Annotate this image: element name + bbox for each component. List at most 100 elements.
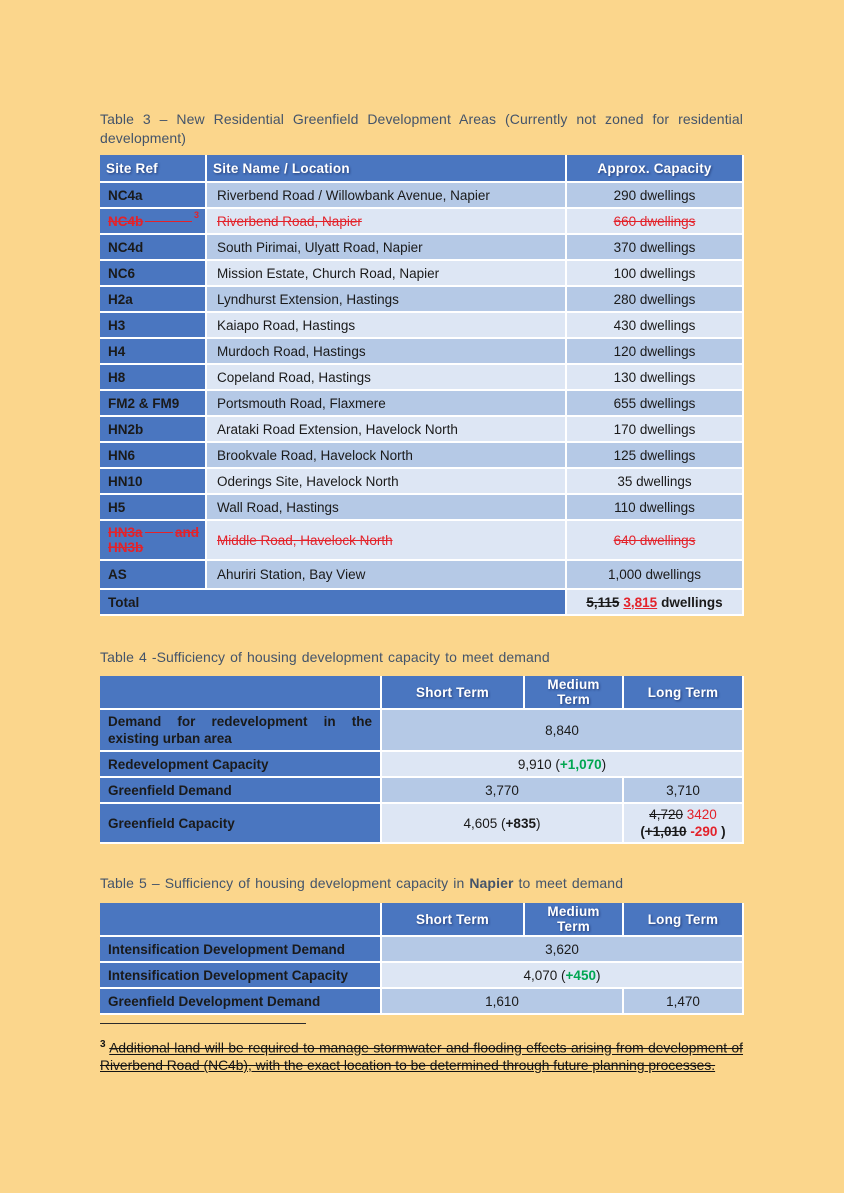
table4-header-long-term: Long Term <box>624 676 742 708</box>
capacity-cell: 370 dwellings <box>567 235 742 259</box>
row-label: Intensification Development Demand <box>100 937 380 961</box>
deleted-site-ref-line1: HN3a and <box>108 525 199 540</box>
deleted-delta: +1,010 <box>644 824 687 839</box>
site-name-cell: Riverbend Road / Willowbank Avenue, Napi… <box>207 183 565 207</box>
table3-row-nc4b-deleted: NC4b 3 Riverbend Road, Napier 660 dwelli… <box>100 209 742 233</box>
table4-header-short-term: Short Term <box>382 676 523 708</box>
table3-header-capacity: Approx. Capacity <box>567 155 742 181</box>
site-name-cell: Portsmouth Road, Flaxmere <box>207 391 565 415</box>
capacity-cell: 125 dwellings <box>567 443 742 467</box>
deleted-site-ref: NC4b <box>108 213 144 229</box>
table5-row-greenfield-demand: Greenfield Development Demand 1,610 1,47… <box>100 989 742 1013</box>
table3-header-site-name: Site Name / Location <box>207 155 565 181</box>
table4-header-row: Short Term Medium Term Long Term <box>100 676 742 708</box>
table5-header-row: Short Term Medium Term Long Term <box>100 903 742 935</box>
site-name-cell: Mission Estate, Church Road, Napier <box>207 261 565 285</box>
table3-row-hn3a-hn3b-deleted: HN3a and HN3b Middle Road, Havelock Nort… <box>100 521 742 559</box>
row-label: Intensification Development Capacity <box>100 963 380 987</box>
table3-row-nc4a: NC4a Riverbend Road / Willowbank Avenue,… <box>100 183 742 207</box>
site-ref-cell: FM2 & FM9 <box>100 391 205 415</box>
table4-header-empty <box>100 676 380 708</box>
footnote-separator <box>100 1023 306 1024</box>
row-label: Redevelopment Capacity <box>100 752 380 776</box>
site-ref-cell: NC6 <box>100 261 205 285</box>
footnote-marker: 3 <box>100 1039 106 1050</box>
value-text: ) <box>535 815 541 831</box>
table5-header-medium-term: Medium Term <box>525 903 622 935</box>
table3-header-site-ref: Site Ref <box>100 155 205 181</box>
surplus-value: +1,070 <box>559 756 602 772</box>
table3-row-h4: H4 Murdoch Road, Hastings 120 dwellings <box>100 339 742 363</box>
table5-title: Table 5 – Sufficiency of housing develop… <box>100 874 743 893</box>
site-name-cell: South Pirimai, Ulyatt Road, Napier <box>207 235 565 259</box>
site-name-cell: Arataki Road Extension, Havelock North <box>207 417 565 441</box>
table3-row-h2a: H2a Lyndhurst Extension, Hastings 280 dw… <box>100 287 742 311</box>
deleted-footnote-text: Additional land will be required to mana… <box>100 1040 744 1074</box>
table3-row-hn2b: HN2b Arataki Road Extension, Havelock No… <box>100 417 742 441</box>
table4-header-medium-term: Medium Term <box>525 676 622 708</box>
footnote-reference: 3 <box>193 210 199 220</box>
table3-row-nc6: NC6 Mission Estate, Church Road, Napier … <box>100 261 742 285</box>
site-name-cell: Riverbend Road, Napier <box>207 209 565 233</box>
value-short-medium: 3,770 <box>382 778 622 802</box>
site-name-cell: Lyndhurst Extension, Hastings <box>207 287 565 311</box>
footnote: 3 Additional land will be required to ma… <box>100 1036 743 1075</box>
site-ref-cell: H8 <box>100 365 205 389</box>
capacity-cell: 170 dwellings <box>567 417 742 441</box>
table3-row-nc4d: NC4d South Pirimai, Ulyatt Road, Napier … <box>100 235 742 259</box>
deleted-total-value: 5,115 <box>586 594 620 610</box>
site-name-cell: Copeland Road, Hastings <box>207 365 565 389</box>
table3-row-h8: H8 Copeland Road, Hastings 130 dwellings <box>100 365 742 389</box>
site-ref-cell: HN6 <box>100 443 205 467</box>
row-label: Greenfield Development Demand <box>100 989 380 1013</box>
table3-title: Table 3 – New Residential Greenfield Dev… <box>100 111 743 146</box>
deleted-text: HN3a <box>108 525 143 540</box>
deleted-value: 4,720 <box>649 807 683 822</box>
table4: Short Term Medium Term Long Term Demand … <box>100 676 744 844</box>
table3-row-h5: H5 Wall Road, Hastings 110 dwellings <box>100 495 742 519</box>
table5: Short Term Medium Term Long Term Intensi… <box>100 903 744 1015</box>
value-long-term: 3,710 <box>624 778 742 802</box>
strikethrough-gap <box>145 220 192 222</box>
inserted-delta: -290 <box>690 824 718 839</box>
capacity-cell: 130 dwellings <box>567 365 742 389</box>
inserted-value: 3420 <box>686 807 717 822</box>
deleted-text: and <box>174 525 199 540</box>
table4-row-greenfield-capacity: Greenfield Capacity 4,605 (+835) 4,720 3… <box>100 804 742 842</box>
row-label: Greenfield Capacity <box>100 804 380 842</box>
table5-row-intensification-capacity: Intensification Development Capacity 4,0… <box>100 963 742 987</box>
capacity-cell: 660 dwellings <box>567 209 742 233</box>
capacity-cell: 280 dwellings <box>567 287 742 311</box>
deleted-site-ref-line2: HN3b <box>108 540 144 555</box>
surplus-value: +450 <box>565 967 596 983</box>
title-text: Table 5 – Sufficiency of housing develop… <box>100 875 470 891</box>
table3: Site Ref Site Name / Location Approx. Ca… <box>100 155 744 616</box>
site-ref-cell: NC4d <box>100 235 205 259</box>
site-ref-cell: HN2b <box>100 417 205 441</box>
paren: ( <box>640 824 645 839</box>
table3-row-hn10: HN10 Oderings Site, Havelock North 35 dw… <box>100 469 742 493</box>
total-units: dwellings <box>661 594 723 610</box>
table3-total-row: Total 5,115 3,815 dwellings <box>100 590 742 614</box>
value-all-terms: 9,910 (+1,070) <box>382 752 742 776</box>
value-text: 4,605 ( <box>463 815 506 831</box>
table3-row-h3: H3 Kaiapo Road, Hastings 430 dwellings <box>100 313 742 337</box>
value-short-medium: 1,610 <box>382 989 622 1013</box>
table5-header-long-term: Long Term <box>624 903 742 935</box>
capacity-cell: 430 dwellings <box>567 313 742 337</box>
site-ref-cell: NC4b 3 <box>100 209 205 233</box>
table5-header-short-term: Short Term <box>382 903 523 935</box>
site-ref-cell: H5 <box>100 495 205 519</box>
site-name-cell: Ahuriri Station, Bay View <box>207 561 565 588</box>
site-name-cell: Wall Road, Hastings <box>207 495 565 519</box>
table4-title: Table 4 -Sufficiency of housing developm… <box>100 649 550 665</box>
site-name-cell: Brookvale Road, Havelock North <box>207 443 565 467</box>
table4-row-greenfield-demand: Greenfield Demand 3,770 3,710 <box>100 778 742 802</box>
value-text: ) <box>595 967 601 983</box>
site-name-cell: Kaiapo Road, Hastings <box>207 313 565 337</box>
title-text: to meet demand <box>513 875 624 891</box>
value-long-term: 1,470 <box>624 989 742 1013</box>
site-ref-cell: H4 <box>100 339 205 363</box>
capacity-cell: 100 dwellings <box>567 261 742 285</box>
